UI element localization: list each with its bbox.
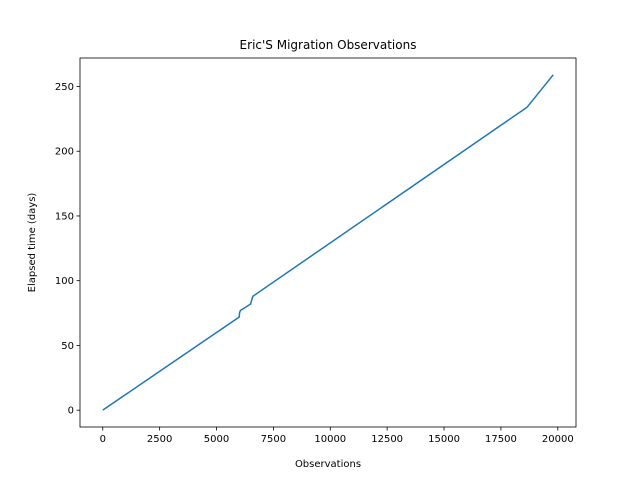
y-tick-label: 100: [55, 276, 74, 287]
x-tick-label: 20000: [542, 434, 574, 445]
y-tick-label: 150: [55, 211, 74, 222]
x-tick-label: 12500: [371, 434, 403, 445]
y-tick-label: 50: [61, 341, 74, 352]
y-tick-label: 0: [68, 406, 74, 417]
plot-frame: [79, 57, 577, 428]
x-tick-label: 2500: [147, 434, 172, 445]
x-axis: 0 2500 5000 7500 10000 12500 15000 17500 20000: [100, 427, 574, 445]
x-tick-label: 0: [100, 434, 106, 445]
x-tick-label: 5000: [204, 434, 229, 445]
x-tick-label: 15000: [428, 434, 460, 445]
x-tick-label: 10000: [314, 434, 346, 445]
x-tick-label: 7500: [261, 434, 286, 445]
x-axis-label: Observations: [295, 459, 361, 470]
chart-title: Eric'S Migration Observations: [240, 38, 417, 52]
y-axis-label: Elapsed time (days): [27, 193, 38, 293]
series-line: [102, 74, 554, 411]
y-tick-label: 250: [55, 82, 74, 93]
x-tick-label: 17500: [485, 434, 517, 445]
y-tick-label: 200: [55, 147, 74, 158]
y-axis: 0 50 100 150 200 250: [55, 82, 80, 417]
